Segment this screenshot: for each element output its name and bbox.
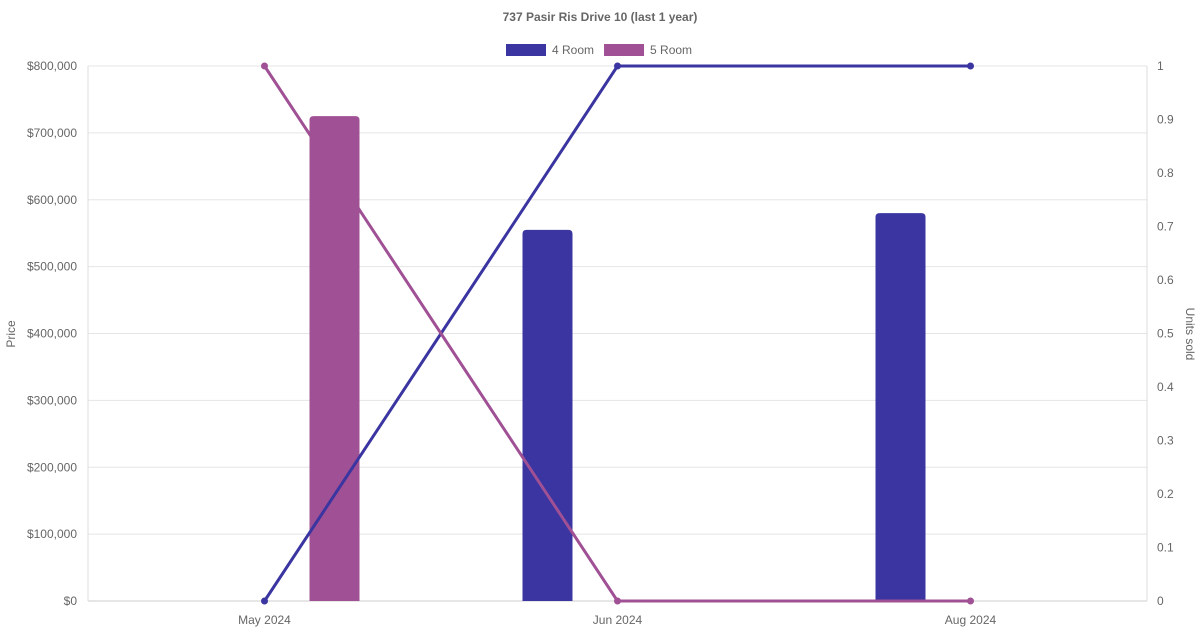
- chart-title: 737 Pasir Ris Drive 10 (last 1 year): [503, 10, 698, 24]
- bar-5-room: [309, 116, 360, 601]
- y-left-tick-label: $600,000: [27, 193, 77, 207]
- grid: [87, 65, 1148, 602]
- y-left-tick-label: $300,000: [27, 393, 77, 407]
- axes: $0 $100,000 $200,000 $300,000 $400,000 $500,0…: [27, 59, 1174, 627]
- y-left-tick-label: $200,000: [27, 460, 77, 474]
- y-right-tick-label: 0: [1157, 594, 1164, 608]
- y-right-tick-label: 0.2: [1157, 487, 1174, 501]
- y-right-tick-label: 0.4: [1157, 380, 1174, 394]
- x-tick-label: Aug 2024: [945, 613, 997, 627]
- y-left-tick-label: $0: [64, 594, 78, 608]
- bar-4-room: [522, 229, 573, 601]
- x-tick-label: Jun 2024: [593, 613, 643, 627]
- y-right-tick-label: 0.6: [1157, 273, 1174, 287]
- point: [614, 62, 621, 70]
- point: [967, 62, 974, 70]
- point: [261, 62, 268, 70]
- y-left-tick-label: $500,000: [27, 260, 77, 274]
- y-right-tick-label: 0.3: [1157, 434, 1174, 448]
- y-right-tick-label: 0.5: [1157, 327, 1174, 341]
- y-left-tick-label: $400,000: [27, 327, 77, 341]
- legend: 4 Room 5 Room: [506, 43, 692, 57]
- y-left-tick-label: $800,000: [27, 59, 77, 73]
- y-right-label: Units sold: [1183, 308, 1197, 361]
- lines: [261, 62, 974, 605]
- y-right-tick-label: 0.9: [1157, 113, 1174, 127]
- legend-swatch: [506, 44, 546, 56]
- point: [261, 597, 268, 605]
- point: [967, 597, 974, 605]
- y-left-tick-label: $700,000: [27, 126, 77, 140]
- legend-label: 5 Room: [650, 43, 692, 57]
- legend-swatch: [604, 44, 645, 56]
- x-tick-label: May 2024: [238, 613, 291, 627]
- y-right-tick-label: 0.1: [1157, 541, 1174, 555]
- y-right-tick-label: 0.8: [1157, 166, 1174, 180]
- bar-4-room: [875, 213, 926, 601]
- y-left-label: Price: [4, 320, 18, 348]
- point: [614, 597, 621, 605]
- y-left-tick-label: $100,000: [27, 527, 77, 541]
- y-right-tick-label: 1: [1157, 59, 1164, 73]
- bars: [309, 116, 926, 601]
- y-right-tick-label: 0.7: [1157, 220, 1174, 234]
- legend-label: 4 Room: [552, 43, 594, 57]
